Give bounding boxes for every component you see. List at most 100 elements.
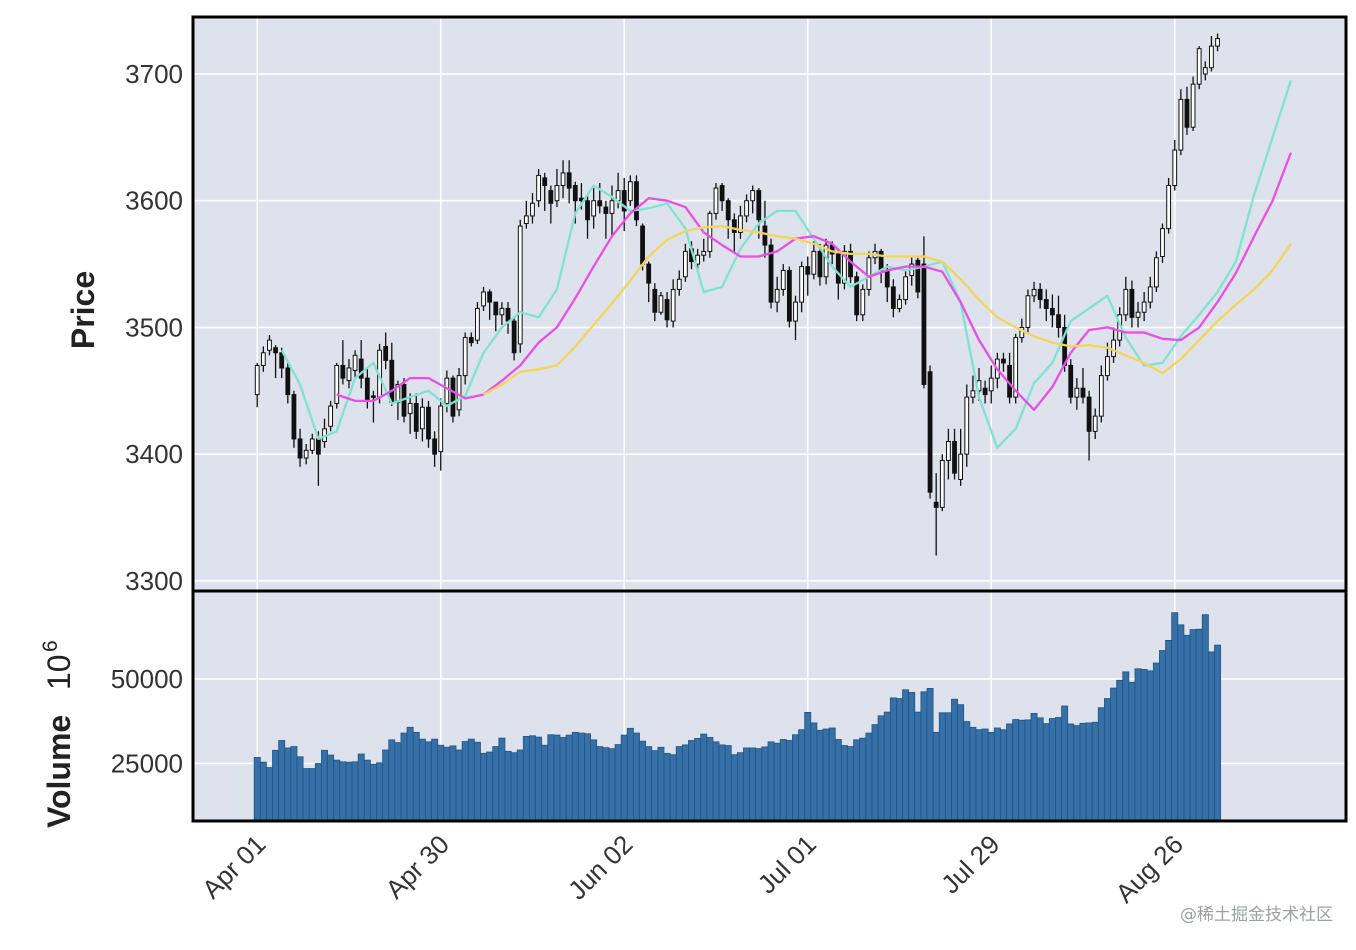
candle-5	[285, 362, 291, 404]
candle-146	[1147, 276, 1153, 309]
candle-body	[952, 440, 957, 474]
candle-body	[462, 337, 468, 377]
candle-2	[267, 335, 272, 356]
candle-body	[805, 266, 811, 275]
volume-bar-122	[1000, 729, 1007, 822]
candle-156	[1209, 36, 1214, 72]
volume-bar-125	[1018, 719, 1026, 822]
price-grid	[193, 17, 1346, 591]
candle-149	[1166, 177, 1172, 234]
x-tick-label-0: Apr 01	[196, 829, 271, 904]
price-axis-label: Price	[65, 271, 101, 349]
candle-1	[260, 346, 266, 372]
candle-body	[988, 377, 994, 392]
candle-25	[407, 393, 413, 434]
candle-body	[566, 172, 572, 189]
candle-131	[1056, 295, 1061, 338]
volume-bar-45	[529, 735, 536, 822]
candle-29	[432, 431, 438, 467]
candle-body	[572, 185, 578, 202]
volume-bar-103	[883, 711, 891, 822]
candle-120	[988, 365, 994, 404]
candle-body	[658, 295, 664, 313]
volume-bar-6	[290, 746, 298, 822]
candle-body	[1056, 314, 1061, 328]
candle-body	[640, 225, 645, 265]
candle-body	[1001, 358, 1006, 364]
candle-body	[897, 299, 902, 309]
volume-bar-58	[608, 748, 616, 822]
candle-body	[352, 354, 358, 372]
volume-bar-110	[926, 688, 934, 822]
candle-109	[921, 236, 927, 389]
price-y-tick-labels: 3300 3400 3500 3600 3700	[125, 59, 183, 596]
candle-body	[884, 269, 890, 288]
candle-body	[835, 253, 841, 284]
volume-bar-129	[1042, 723, 1050, 822]
candle-body	[762, 225, 768, 246]
candle-26	[413, 393, 419, 439]
volume-bar-107	[908, 692, 916, 822]
candle-145	[1141, 291, 1147, 322]
x-tick-label-2: Jun 02	[562, 829, 638, 905]
candle-148	[1160, 223, 1165, 263]
volume-bar-53	[577, 732, 585, 822]
volume-bar-93	[822, 728, 830, 822]
candle-130	[1050, 294, 1055, 328]
volume-bar-92	[816, 729, 824, 822]
candle-152	[1184, 86, 1190, 135]
volume-bar-27	[418, 738, 426, 822]
candle-47	[542, 172, 548, 211]
candle-body	[254, 364, 260, 396]
volume-bar-83	[761, 746, 769, 822]
candle-0	[254, 362, 260, 408]
candle-body	[548, 190, 554, 204]
volume-bar-41	[504, 750, 512, 822]
volume-bar-73	[700, 733, 708, 822]
candle-body	[786, 269, 792, 322]
candle-43	[517, 219, 523, 353]
candle-body	[738, 215, 743, 233]
volume-bar-144	[1134, 668, 1142, 822]
candle-8	[303, 444, 309, 465]
volume-bar-91	[810, 722, 818, 822]
volume-bar-35	[467, 738, 475, 822]
candle-70	[682, 243, 688, 282]
candle-body	[1178, 98, 1184, 151]
candle-body	[1190, 83, 1196, 128]
candle-153	[1190, 76, 1196, 132]
volume-bar-135	[1079, 722, 1087, 822]
candle-body	[756, 190, 762, 221]
candle-119	[982, 380, 988, 404]
volume-bar-67	[663, 752, 671, 822]
volume-bar-21	[382, 749, 390, 822]
volume-bar-3	[272, 749, 280, 822]
candle-body	[817, 250, 823, 278]
candle-65	[652, 283, 658, 322]
candle-body	[878, 250, 884, 271]
candles	[254, 33, 1220, 556]
candle-body	[334, 364, 340, 404]
candle-106	[903, 270, 908, 305]
candle-91	[811, 241, 817, 280]
candle-body	[358, 358, 364, 379]
volume-bar-127	[1030, 713, 1038, 822]
volume-bar-25	[406, 726, 414, 822]
volume-bar-104	[889, 697, 897, 822]
candle-37	[481, 286, 486, 311]
candle-body	[811, 250, 817, 275]
candle-35	[468, 332, 474, 347]
candle-body	[530, 202, 535, 217]
volume-bar-55	[590, 739, 598, 822]
candle-body	[676, 278, 682, 290]
volume-axis-label: Volume	[41, 715, 77, 828]
candle-82	[756, 188, 762, 239]
volume-bar-96	[840, 745, 848, 822]
candle-16	[352, 350, 358, 379]
volume-bar-75	[712, 741, 720, 822]
volume-bar-139	[1103, 698, 1111, 822]
candle-body	[670, 288, 676, 322]
volume-panel-frame	[191, 589, 1348, 823]
candle-body	[664, 299, 670, 321]
candle-85	[774, 276, 780, 313]
